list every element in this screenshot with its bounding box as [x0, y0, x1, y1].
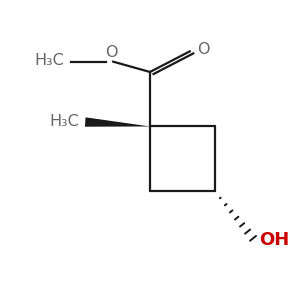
Text: H₃C: H₃C [35, 53, 64, 68]
Text: OH: OH [259, 231, 289, 249]
Text: O: O [106, 45, 118, 60]
Text: H₃C: H₃C [50, 114, 79, 129]
Polygon shape [85, 117, 150, 127]
Text: O: O [197, 42, 210, 57]
